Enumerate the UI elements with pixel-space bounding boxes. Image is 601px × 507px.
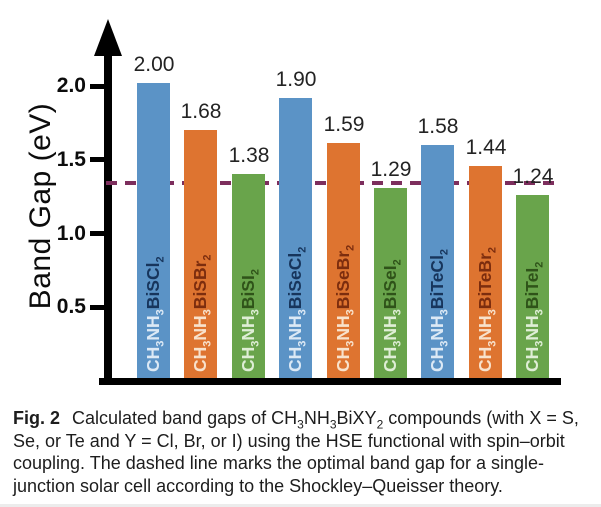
bar-formula-label: CH3NH3BiTeBr2 bbox=[475, 246, 499, 372]
bar-formula-label: CH3NH3BiTeCl2 bbox=[427, 248, 451, 372]
bar bbox=[184, 130, 217, 378]
bar bbox=[516, 195, 549, 378]
chart-canvas: Band Gap (eV) 0.5 1.0 1.5 2.0 2.00 CH3NH3BiSC… bbox=[24, 19, 561, 385]
bar bbox=[421, 145, 454, 378]
bar bbox=[279, 98, 312, 378]
bar bbox=[327, 143, 360, 378]
bar-formula-label: CH3NH3BiSeI2 bbox=[380, 259, 404, 372]
x-axis-line bbox=[99, 378, 561, 385]
bar-formula-label: CH3NH3BiSeBr2 bbox=[333, 244, 357, 372]
bar-formula-label: CH3NH3BiSI2 bbox=[238, 269, 262, 372]
y-tick-mark bbox=[90, 231, 105, 236]
bar bbox=[232, 174, 265, 378]
bar-value-label: 1.59 bbox=[323, 113, 365, 136]
bar bbox=[137, 83, 170, 378]
bar-value-label: 1.44 bbox=[465, 136, 507, 159]
y-axis-line bbox=[104, 38, 112, 385]
bar bbox=[469, 166, 502, 378]
bar-formula-label: CH3NH3BiSCl2 bbox=[143, 256, 167, 372]
bar-value-label: 1.58 bbox=[417, 115, 459, 138]
figure-caption: Fig. 2 Calculated band gaps of CH3NH3BiXY… bbox=[0, 392, 601, 497]
caption-fig-label: Fig. 2 bbox=[13, 408, 61, 428]
y-tick-mark bbox=[90, 304, 105, 310]
page-bottom-edge bbox=[0, 504, 601, 507]
bar-value-label: 1.29 bbox=[370, 158, 412, 181]
bar bbox=[374, 188, 407, 378]
y-tick-label: 0.5 bbox=[56, 295, 86, 319]
bar-value-label: 1.90 bbox=[275, 68, 317, 91]
y-tick-mark bbox=[90, 157, 105, 163]
y-tick-label: 2.0 bbox=[56, 74, 86, 97]
bar-value-label: 1.38 bbox=[228, 144, 270, 167]
y-tick-label: 1.5 bbox=[56, 147, 86, 171]
caption-text: Calculated band gaps of CH3NH3BiXY2 comp… bbox=[13, 408, 579, 496]
bar-value-label: 1.68 bbox=[180, 100, 222, 123]
y-axis-title: Band Gap (eV) bbox=[24, 102, 57, 310]
bar-formula-label: CH3NH3BiSBr2 bbox=[190, 254, 214, 372]
bar-value-label: 1.24 bbox=[512, 165, 554, 188]
bar-formula-label: CH3NH3BiTeI2 bbox=[522, 261, 546, 372]
bar-value-label: 2.00 bbox=[133, 53, 175, 76]
bar-formula-label: CH3NH3BiSeCl2 bbox=[285, 246, 309, 372]
y-tick-mark bbox=[90, 83, 105, 89]
y-tick-label: 1.0 bbox=[56, 221, 86, 245]
